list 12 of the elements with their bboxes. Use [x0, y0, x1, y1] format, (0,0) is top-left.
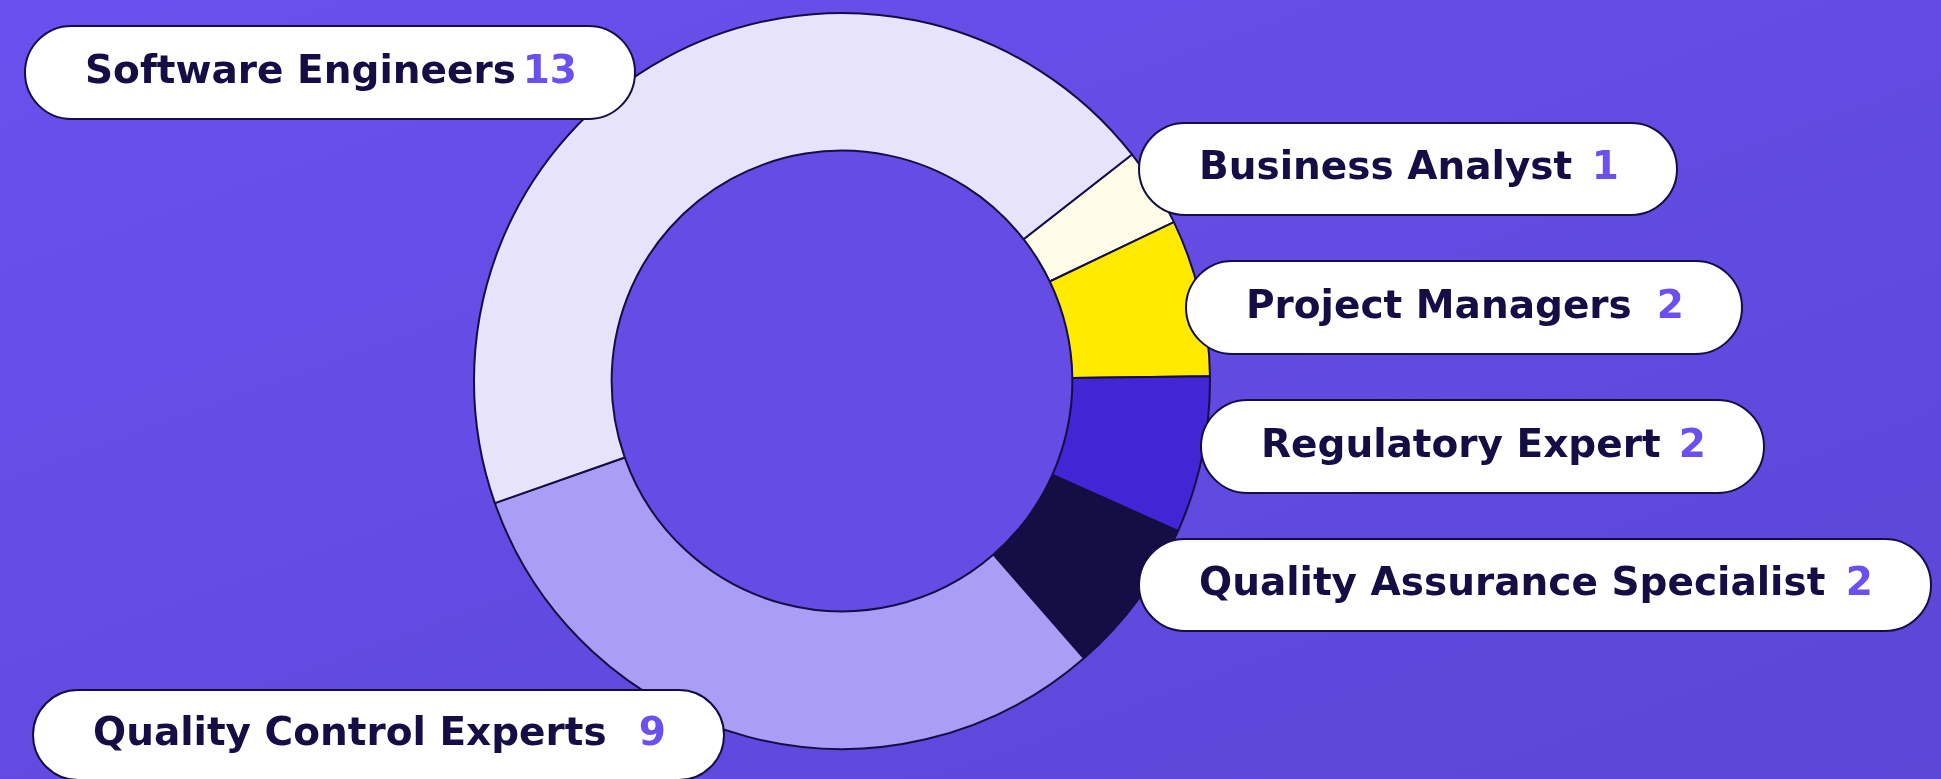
data-label: 2 [1678, 420, 1706, 466]
slice-label: Software Engineers [85, 46, 516, 92]
slice-label: Business Analyst [1199, 143, 1573, 189]
slice-label: Quality Control Experts [93, 709, 607, 755]
slice-label: Quality Assurance Specialist [1199, 559, 1826, 605]
slice-label: Regulatory Expert [1261, 420, 1661, 466]
data-label: 13 [522, 46, 578, 92]
data-label: 9 [638, 709, 666, 755]
data-label: 1 [1591, 143, 1619, 189]
data-label: 2 [1845, 559, 1873, 605]
slice-label: Project Managers [1246, 281, 1632, 327]
data-label: 2 [1656, 281, 1684, 327]
